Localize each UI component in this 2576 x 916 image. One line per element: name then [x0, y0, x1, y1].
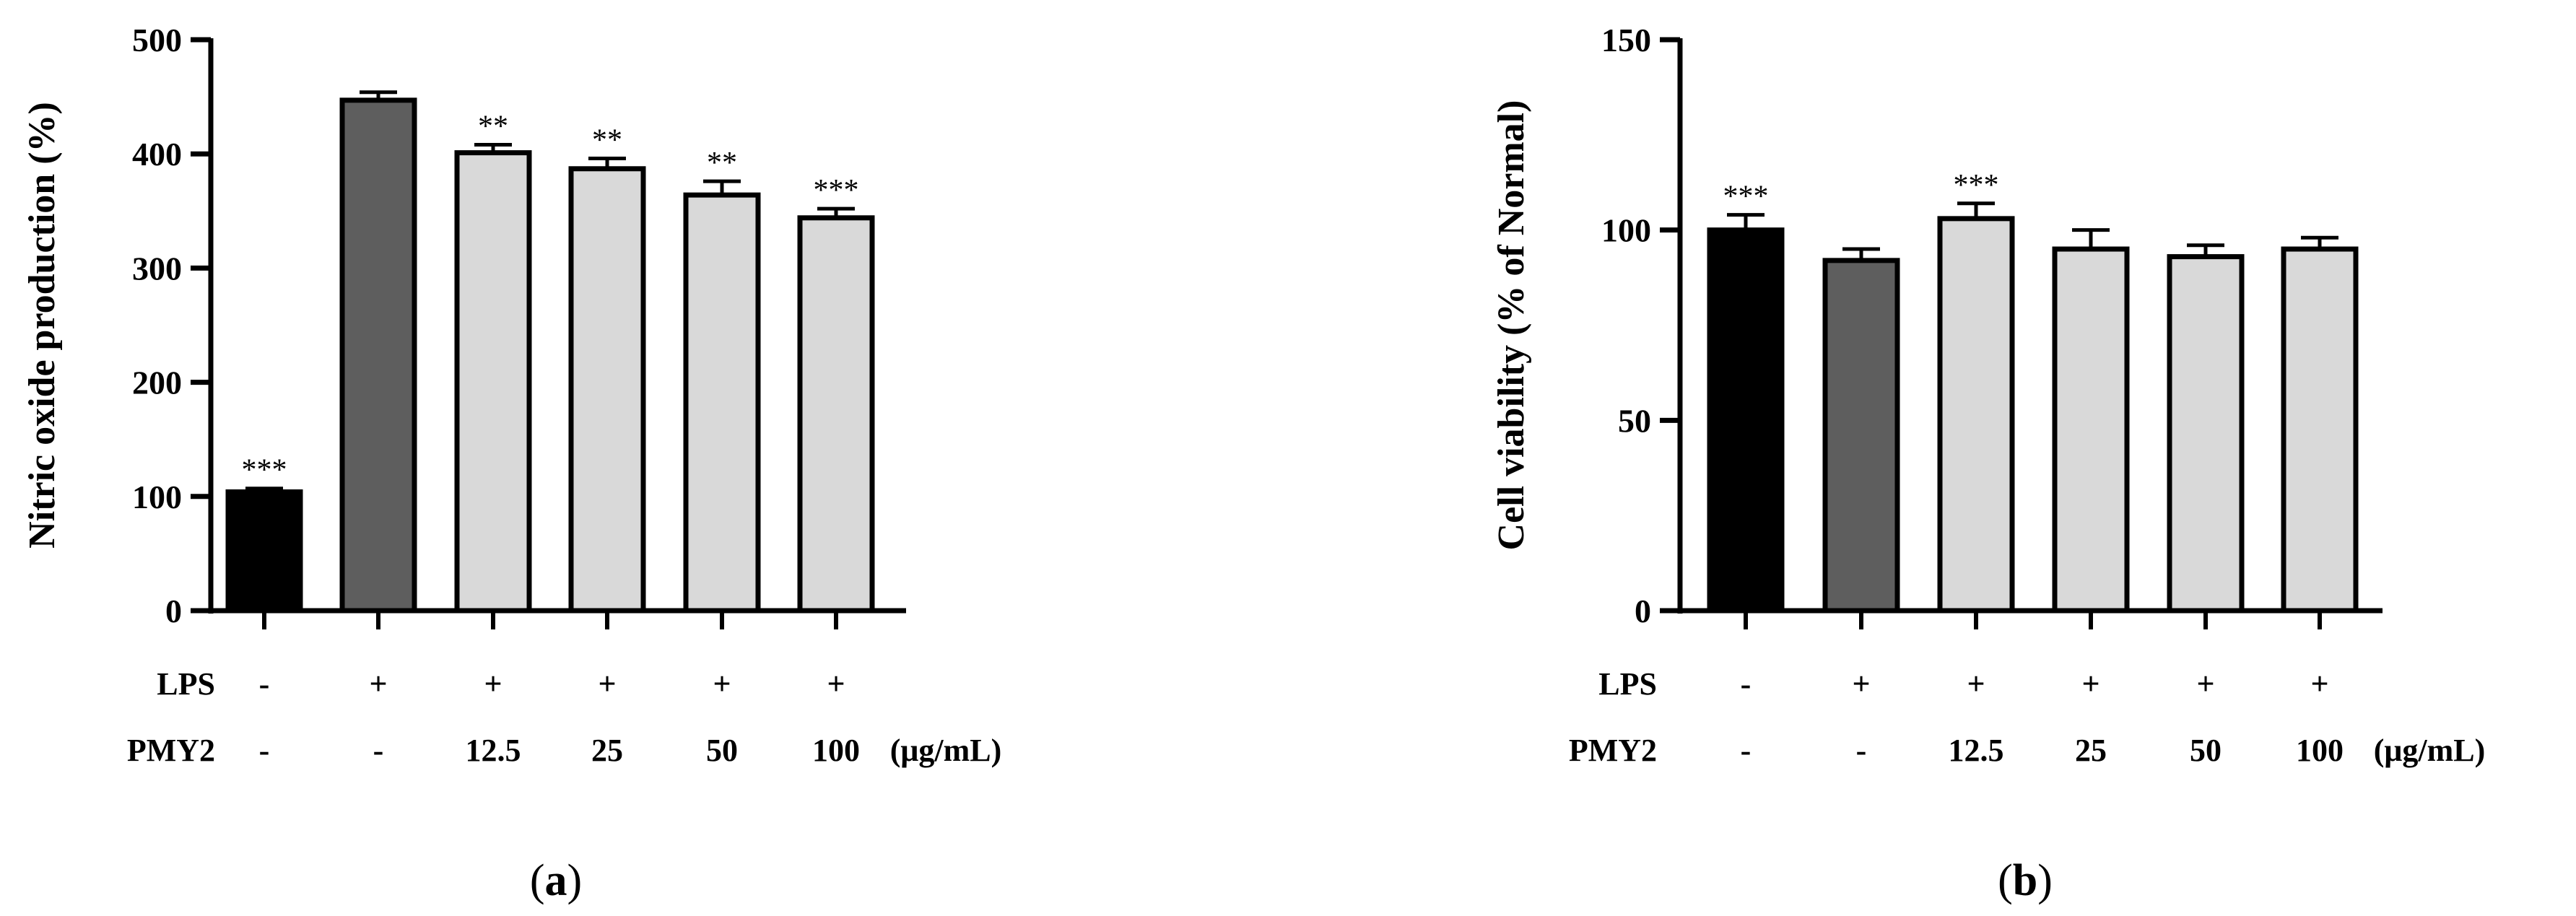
bar: [1822, 258, 1900, 614]
bar: [339, 97, 417, 614]
panel-label: (b): [1998, 856, 2053, 905]
condition-value: -: [373, 733, 384, 768]
condition-value: +: [2081, 666, 2099, 702]
y-tick-label: 0: [165, 593, 182, 629]
condition-value: 100: [2296, 733, 2344, 768]
condition-row-label: LPS: [1598, 666, 1657, 702]
bar: [454, 150, 532, 614]
condition-value: +: [1852, 666, 1870, 702]
condition-value: 25: [2075, 733, 2107, 768]
condition-value: +: [2310, 666, 2328, 702]
condition-value: +: [713, 666, 731, 702]
condition-value: 100: [812, 733, 860, 768]
condition-value: 12.5: [466, 733, 521, 768]
condition-value: -: [1741, 733, 1752, 768]
condition-value: +: [369, 666, 387, 702]
condition-unit: (μg/mL): [2374, 733, 2485, 768]
panel-label-letter: b: [2013, 856, 2037, 905]
significance-marker: ***: [1954, 169, 1999, 202]
panel-label-open: (: [530, 856, 545, 905]
condition-value: -: [259, 733, 270, 768]
panel-label-close: ): [567, 856, 583, 905]
y-tick-label: 150: [1601, 22, 1651, 58]
condition-value: -: [259, 666, 270, 702]
bar: [1707, 227, 1785, 614]
significance-marker: ***: [1723, 180, 1769, 214]
y-tick-label: 400: [132, 136, 182, 173]
panel-label-close: ): [2037, 856, 2053, 905]
y-axis-title: Nitric oxide production (%): [22, 102, 63, 549]
significance-marker: **: [707, 147, 737, 180]
condition-value: 12.5: [1949, 733, 2004, 768]
y-axis-title: Cell viability (% of Normal): [1491, 100, 1532, 551]
condition-unit: (μg/mL): [890, 733, 1001, 768]
bar: [797, 215, 875, 614]
bar: [2281, 246, 2359, 614]
bar: [568, 166, 646, 614]
condition-value: 25: [591, 733, 623, 768]
bar: [2167, 254, 2245, 614]
y-tick-label: 300: [132, 250, 182, 287]
bar: [225, 489, 303, 614]
chart-panel-b: *** *** 0 50 100 150 Cell viability (% of Norm…: [1491, 22, 2485, 905]
bar: [683, 192, 761, 614]
y-tick-label: 200: [132, 365, 182, 401]
significance-marker: **: [478, 110, 508, 144]
condition-row-label: LPS: [157, 666, 215, 702]
y-tick-label: 500: [132, 22, 182, 58]
panel-label-letter: a: [545, 856, 567, 905]
condition-row-label: PMY2: [1569, 733, 1657, 768]
condition-value: +: [1967, 666, 1985, 702]
condition-value: +: [484, 666, 502, 702]
y-tick-label: 100: [1601, 212, 1651, 249]
bar: [1937, 216, 2015, 614]
bar: [2052, 246, 2130, 614]
y-tick-label: 0: [1635, 593, 1651, 629]
condition-value: +: [2196, 666, 2214, 702]
significance-marker: ***: [242, 454, 287, 487]
condition-value: +: [598, 666, 616, 702]
condition-value: -: [1741, 666, 1752, 702]
condition-row-label: PMY2: [127, 733, 215, 768]
significance-marker: ***: [814, 174, 859, 207]
significance-marker: **: [592, 124, 622, 157]
panel-label-open: (: [1998, 856, 2013, 905]
condition-value: 50: [706, 733, 738, 768]
condition-value: 50: [2190, 733, 2222, 768]
condition-value: -: [1856, 733, 1867, 768]
panel-label: (a): [530, 856, 582, 905]
condition-value: +: [827, 666, 845, 702]
y-tick-label: 100: [132, 479, 182, 515]
y-tick-label: 50: [1618, 402, 1651, 439]
